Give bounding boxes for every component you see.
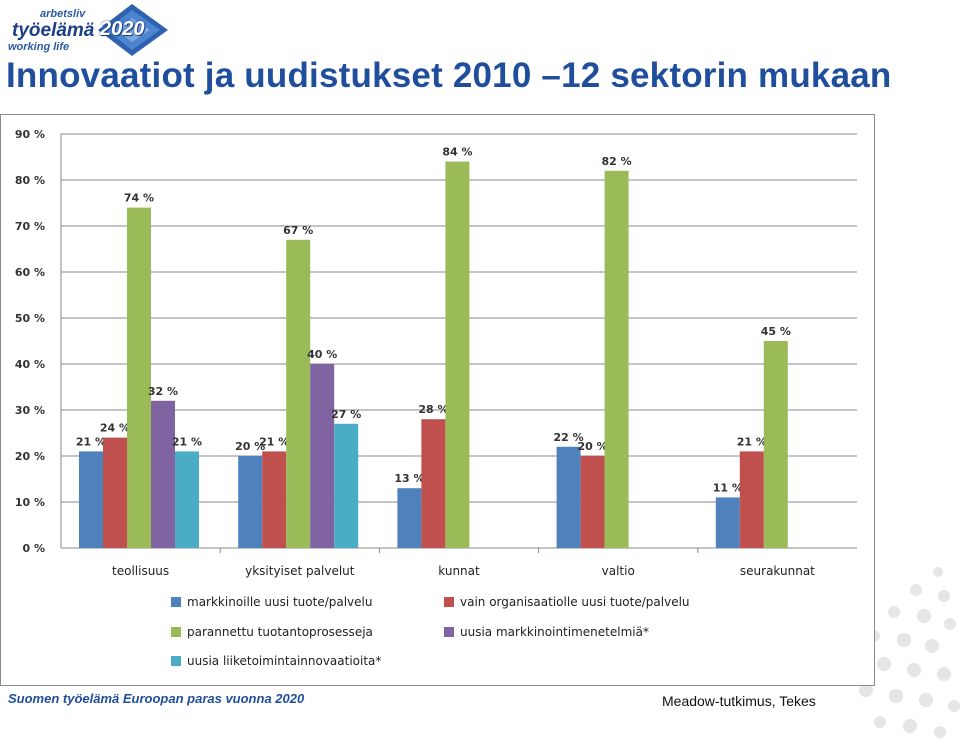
bar	[286, 239, 311, 549]
bar	[739, 451, 764, 548]
legend-swatch	[171, 656, 181, 666]
y-tick-label: 10 %	[15, 496, 45, 509]
bar	[715, 497, 740, 548]
bar	[763, 341, 788, 548]
data-label: 32 %	[148, 385, 178, 398]
y-tick-label: 50 %	[15, 312, 45, 325]
data-label: 40 %	[307, 348, 337, 361]
y-tick-label: 60 %	[15, 266, 45, 279]
y-tick-label: 70 %	[15, 220, 45, 233]
y-tick-label: 90 %	[15, 128, 45, 141]
x-category-label: valtio	[602, 564, 635, 578]
data-label: 45 %	[761, 325, 791, 338]
bar	[310, 364, 335, 548]
data-label: 13 %	[394, 472, 424, 485]
bar	[604, 170, 629, 549]
data-label: 28 %	[418, 403, 448, 416]
legend-swatch	[444, 597, 454, 607]
legend-label: uusia liiketoimintainnovaatioita*	[187, 654, 381, 668]
legend-swatch	[444, 627, 454, 637]
bar-chart: 0 % 10 % 20 % 30 % 40 % 50 % 60 % 70 % 80 % 90 % t…	[15, 128, 857, 668]
data-label: 20 %	[578, 440, 608, 453]
data-label: 24 %	[100, 422, 130, 435]
data-label: 20 %	[235, 440, 265, 453]
data-label: 21 %	[172, 435, 202, 448]
logo-year: 2020	[100, 18, 145, 40]
legend-swatch	[171, 627, 181, 637]
logo-line-3: working life	[8, 41, 70, 53]
bar	[334, 423, 359, 548]
x-category-label: teollisuus	[112, 564, 169, 578]
x-category-label: kunnat	[438, 564, 480, 578]
logo-badge-icon	[98, 4, 168, 56]
footer-source: Meadow-tutkimus, Tekes	[662, 693, 816, 709]
x-category-label: yksityiset palvelut	[245, 564, 355, 578]
bar	[580, 456, 605, 548]
bar	[421, 419, 446, 548]
bar	[103, 437, 127, 548]
bar	[151, 400, 175, 548]
bar	[556, 446, 581, 548]
y-tick-label: 20 %	[15, 450, 45, 463]
bar	[262, 451, 287, 548]
bar	[445, 161, 470, 548]
data-label: 22 %	[554, 431, 584, 444]
data-label: 11 %	[713, 481, 743, 494]
x-category-label: seurakunnat	[740, 564, 815, 578]
data-label: 21 %	[259, 435, 289, 448]
data-label: 67 %	[283, 224, 313, 237]
legend-label: uusia markkinointimenetelmiä*	[460, 625, 649, 639]
data-label: 21 %	[76, 435, 106, 448]
legend-swatch	[171, 597, 181, 607]
y-tick-label: 40 %	[15, 358, 45, 371]
logo: arbetsliv työelämä working life 2020	[4, 2, 174, 58]
legend-label: markkinoille uusi tuote/palvelu	[187, 595, 372, 609]
data-label: 21 %	[737, 435, 767, 448]
data-label: 74 %	[124, 192, 154, 205]
data-label: 84 %	[442, 146, 472, 159]
logo-line-1: arbetsliv	[40, 8, 86, 20]
data-label: 27 %	[331, 408, 361, 421]
bar	[127, 207, 151, 548]
y-tick-label: 80 %	[15, 174, 45, 187]
bar	[397, 488, 422, 548]
y-tick-label: 30 %	[15, 404, 45, 417]
bar	[175, 451, 199, 548]
bar	[238, 456, 263, 548]
y-tick-label: 0 %	[22, 542, 45, 555]
bar	[79, 451, 103, 548]
data-label: 82 %	[602, 155, 632, 168]
legend-label: parannettu tuotantoprosesseja	[187, 625, 373, 639]
slide-title: Innovaatiot ja uudistukset 2010 –12 sekt…	[6, 56, 892, 95]
legend-label: vain organisaatiolle uusi tuote/palvelu	[460, 595, 690, 609]
logo-line-2: työelämä	[12, 20, 95, 41]
footer-slogan: Suomen työelämä Euroopan paras vuonna 20…	[8, 691, 305, 706]
chart-frame: 0 % 10 % 20 % 30 % 40 % 50 % 60 % 70 % 80 % 90 % t…	[0, 114, 875, 686]
